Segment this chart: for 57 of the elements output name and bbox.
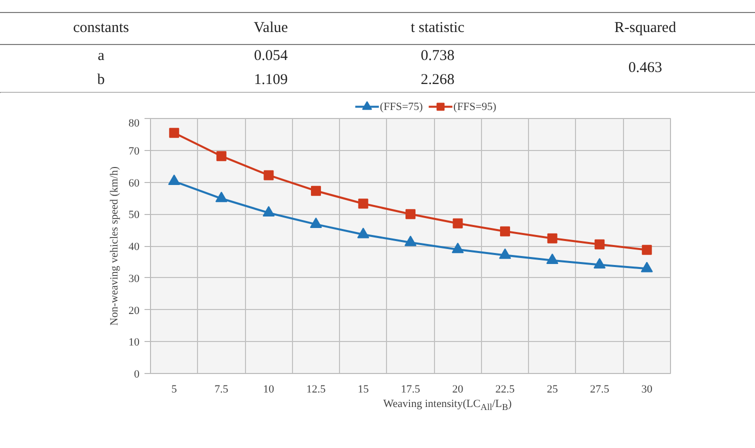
point (168, 174, 180, 185)
point (500, 226, 510, 236)
text: 1.109 (252, 70, 289, 90)
point (262, 206, 275, 217)
text: 0.463 (627, 59, 664, 78)
point (642, 244, 652, 255)
text: 0.738 (420, 47, 456, 66)
y-tick-label: 60 (128, 177, 140, 190)
text: b (96, 70, 106, 90)
y-tick-label: 0 (134, 368, 140, 380)
point (358, 198, 368, 209)
text: 0.054 (252, 47, 289, 66)
point (499, 248, 512, 259)
x-tick-label: 17.5 (400, 384, 421, 396)
y-axis-title: Non-weaving vehicles speed (km/h) (108, 166, 120, 326)
text: R-squared (613, 19, 678, 38)
point (594, 258, 606, 268)
point (452, 242, 464, 254)
x-tick-label: 20 (452, 384, 464, 396)
point (547, 233, 558, 244)
x-tick-label: 15 (358, 384, 370, 396)
x-tick-label: 12.5 (306, 384, 326, 396)
x-tick-label: 22.5 (495, 384, 516, 396)
text: 2.268 (420, 70, 456, 90)
point (215, 192, 228, 202)
y-tick-label: 80 (128, 118, 140, 130)
point (357, 228, 370, 238)
text: a (96, 47, 106, 66)
x-tick-label: 10 (263, 384, 275, 396)
y-tick-label: 20 (128, 304, 140, 317)
x-tick-label: 25 (546, 384, 558, 396)
point (640, 262, 653, 272)
x-tick-label: 7.5 (214, 384, 229, 396)
x-axis-title: Weaving intensity(LC$_{All}$/L$_{B}$) (382, 397, 513, 414)
text: t statistic (410, 19, 466, 38)
x-tick-label: 30 (641, 384, 653, 396)
y-tick-label: 40 (128, 241, 140, 253)
point (310, 217, 322, 228)
point (310, 186, 321, 196)
x-tick-label: 27.5 (590, 384, 610, 396)
point (404, 236, 416, 246)
text: Value (252, 19, 289, 38)
y-tick-label: 70 (128, 145, 140, 158)
y-tick-label: 50 (128, 209, 140, 222)
point (452, 218, 463, 228)
point (169, 128, 180, 138)
legend-label: (FFS=75) (380, 100, 424, 113)
point (594, 239, 605, 250)
y-tick-label: 30 (128, 272, 140, 285)
point (406, 209, 416, 220)
text: constants (72, 19, 130, 38)
point (216, 151, 226, 162)
x-tick-label: 5 (171, 384, 178, 396)
point (546, 253, 558, 264)
point (264, 170, 274, 180)
y-tick-label: 10 (128, 336, 140, 349)
legend-label: (FFS=95) (453, 100, 497, 113)
